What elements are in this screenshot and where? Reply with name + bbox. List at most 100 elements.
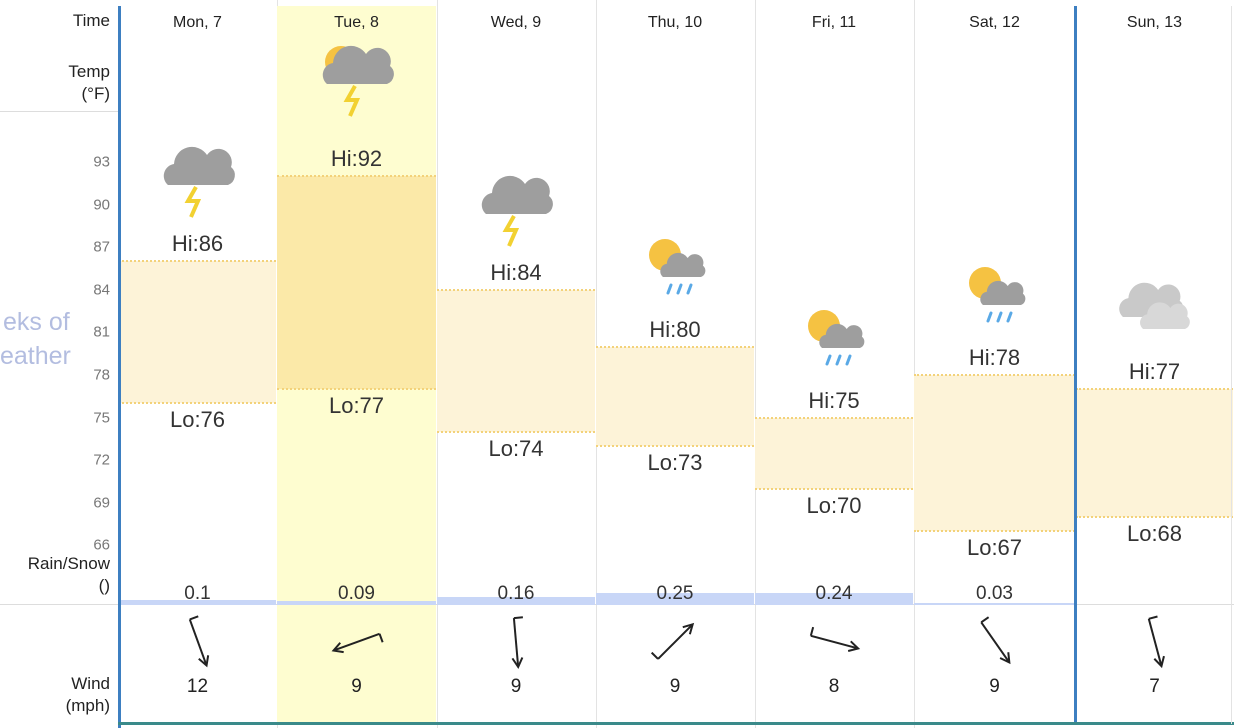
temp-axis-label-line1: Temp (68, 62, 110, 81)
temp-tick: 75 (93, 409, 110, 427)
wind-speed: 12 (186, 676, 209, 697)
hi-line (755, 416, 913, 419)
wind-axis-label-line2: (mph) (65, 696, 110, 715)
week-start-divider (118, 6, 121, 728)
header-divider (0, 111, 118, 112)
hi-line (1076, 388, 1233, 391)
temp-tick: 78 (93, 366, 110, 384)
thunderstorm-icon (476, 170, 556, 255)
day-header: Sun, 13 (1126, 14, 1183, 31)
wind-direction-arrow-icon (331, 632, 384, 654)
wind-speed: 8 (828, 676, 840, 697)
lo-line (914, 530, 1075, 533)
temp-range-band (119, 261, 276, 404)
low-temp: Lo:74 (488, 435, 544, 461)
low-temp: Lo:68 (1126, 521, 1183, 546)
temp-range-band (596, 346, 754, 446)
temp-tick: 81 (93, 323, 110, 341)
week-end-divider (1074, 6, 1077, 722)
lo-line (437, 430, 595, 433)
watermark-line2: eather (0, 342, 71, 370)
temp-tick: 90 (93, 196, 110, 214)
high-temp: Hi:84 (490, 259, 542, 285)
precip-amount: 0.16 (497, 583, 535, 604)
wind-direction-arrow-icon (188, 615, 209, 668)
high-temp: Hi:80 (649, 316, 701, 342)
temp-range-band (914, 375, 1075, 532)
thunderstorm-icon (158, 141, 238, 226)
hi-line (437, 288, 595, 291)
low-temp: Lo:67 (966, 535, 1023, 561)
precip-axis-label-line2: () (98, 576, 110, 595)
precip-bar (277, 600, 436, 605)
temp-tick: 69 (93, 494, 110, 512)
temp-axis-label: Temp (°F) (10, 61, 110, 105)
wind-direction-arrow-icon (511, 616, 524, 669)
day-header: Sat, 12 (969, 14, 1020, 31)
high-temp: Hi:86 (171, 231, 224, 257)
hi-line (596, 345, 754, 348)
watermark-text: eks of eather (0, 305, 71, 373)
low-temp: Lo:70 (806, 492, 862, 518)
wind-direction-arrow-icon (979, 616, 1011, 665)
precip-amount: 0.24 (815, 583, 853, 604)
high-temp: Hi:77 (1128, 359, 1181, 385)
day-header: Tue, 8 (334, 14, 379, 31)
wind-speed: 9 (989, 676, 1000, 697)
lo-line (119, 402, 276, 405)
time-axis-label: Time (72, 11, 110, 30)
precip-amount: 0.03 (976, 583, 1013, 604)
temp-tick: 72 (93, 451, 110, 469)
precip-bar (437, 597, 595, 605)
wind-speed: 7 (1149, 676, 1160, 697)
precip-bar (119, 600, 276, 605)
precip-bar (755, 593, 913, 605)
low-temp: Lo:76 (169, 407, 226, 433)
temp-range-band (277, 176, 436, 390)
precip-amount: 0.09 (338, 583, 375, 604)
precip-bar (596, 593, 754, 605)
lo-line (1076, 516, 1233, 518)
precip-bar (914, 603, 1075, 605)
temp-range-band (1076, 389, 1233, 517)
hi-line (119, 260, 276, 263)
precip-amount: 0.25 (656, 583, 694, 604)
precip-axis-label-line1: Rain/Snow (27, 554, 110, 573)
lo-line (277, 388, 436, 391)
high-temp: Hi:78 (968, 345, 1021, 370)
temp-tick: 93 (93, 153, 110, 171)
wind-direction-arrow-icon (1147, 615, 1165, 669)
temp-tick: 84 (93, 281, 110, 299)
cloudy-icon (1115, 269, 1195, 354)
bottom-border (118, 722, 1234, 725)
day-header: Wed, 9 (490, 14, 542, 31)
temp-axis-label-line2: (°F) (81, 84, 110, 103)
day-header: Mon, 7 (173, 14, 222, 31)
column-divider (755, 0, 756, 728)
high-temp: Hi:75 (808, 387, 860, 413)
low-temp: Lo:77 (328, 393, 385, 419)
hi-line (914, 374, 1075, 376)
day-header: Fri, 11 (811, 14, 857, 31)
sun-thunderstorm-icon (317, 40, 397, 125)
sun-rain-icon (794, 298, 874, 383)
temp-tick: 66 (93, 536, 110, 554)
right-border (1231, 6, 1232, 724)
temp-range-band (437, 289, 595, 432)
sun-rain-icon (955, 255, 1035, 340)
sun-rain-icon (635, 227, 715, 312)
wind-direction-arrow-icon (650, 622, 695, 660)
column-divider (914, 0, 915, 728)
wind-speed: 9 (510, 676, 522, 697)
wind-axis-label: Wind (mph) (10, 673, 110, 717)
watermark-line1: eks of (3, 308, 70, 336)
wind-speed: 9 (669, 676, 681, 697)
high-temp: Hi:92 (330, 146, 383, 172)
low-temp: Lo:73 (647, 450, 703, 475)
lo-line (755, 487, 913, 490)
lo-line (596, 445, 754, 447)
temp-range-band (755, 417, 913, 489)
temp-tick: 87 (93, 238, 110, 256)
precip-axis-label: Rain/Snow () (0, 553, 110, 597)
